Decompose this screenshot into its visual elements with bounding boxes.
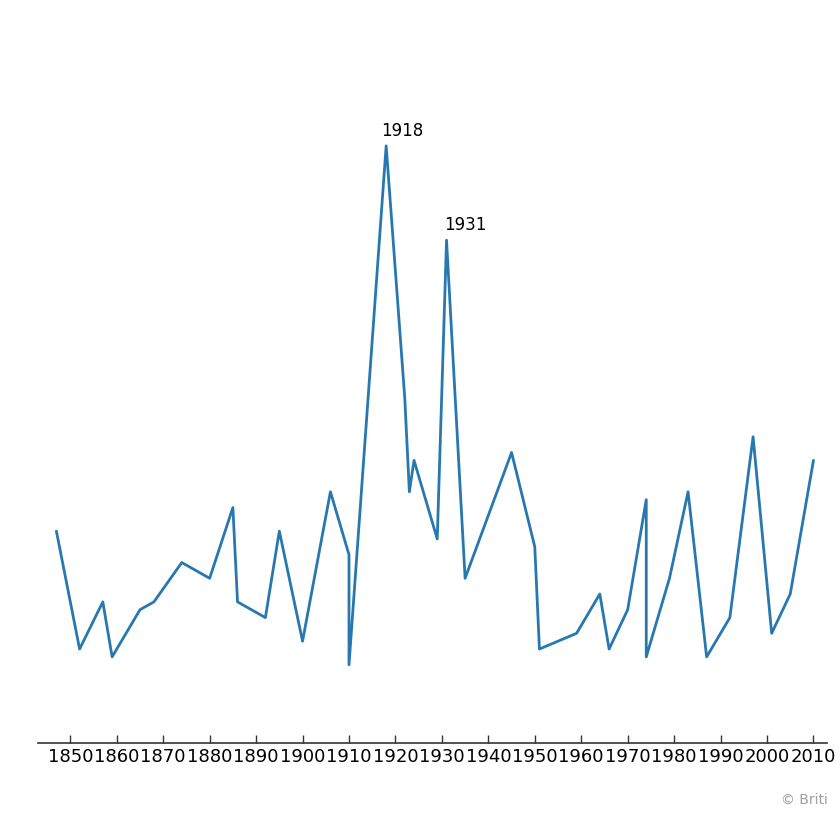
Text: © Briti: © Briti [780,792,827,806]
Text: 1931: 1931 [444,216,486,234]
Text: 1918: 1918 [381,122,423,139]
